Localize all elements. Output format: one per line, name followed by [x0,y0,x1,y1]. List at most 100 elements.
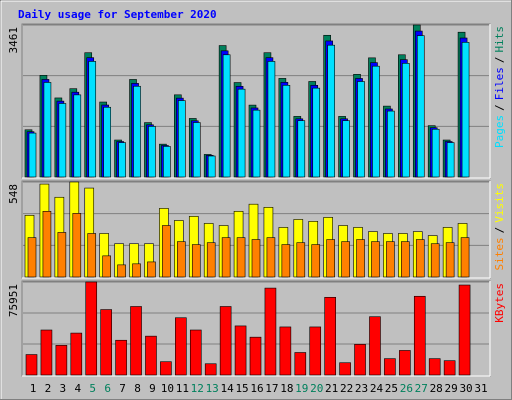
bar [85,281,98,376]
bar [132,263,141,278]
legend-separator: / [493,57,506,64]
bar [384,358,396,376]
bar [130,306,142,376]
bar [102,255,111,278]
bar [222,54,231,178]
bar [430,243,440,278]
bar [25,354,38,376]
bar [296,242,306,278]
x-tick-label: 27 [415,382,428,395]
bar [356,239,365,278]
bar [70,332,83,376]
legend-entry: Visits [493,183,506,223]
bar [237,88,246,178]
x-tick-label: 21 [325,382,338,395]
bar [324,296,336,376]
bar [249,336,262,376]
legend-entry: Hits [493,26,506,53]
bar [43,82,52,178]
bar [207,155,216,178]
x-tick-label: 18 [280,382,293,395]
chart-title: Daily usage for September 2020 [18,8,217,21]
x-tick-label: 4 [74,382,81,395]
bar [282,84,291,178]
x-tick-label: 13 [206,382,219,395]
y-tick-label: 3461 [7,27,20,54]
x-tick-label: 9 [149,382,156,395]
bar [341,241,350,278]
bar [267,61,276,178]
x-tick-label: 25 [385,382,398,395]
bar [103,106,111,178]
x-tick-label: 2 [45,382,52,395]
bar [100,309,112,376]
bar [266,237,276,278]
x-tick-label: 15 [235,382,248,395]
bar [175,317,187,376]
bar [72,213,82,278]
x-tick-label: 6 [104,382,111,395]
bar [162,225,171,278]
bar [297,120,306,178]
bar [147,261,156,278]
bar [40,329,53,376]
bar [428,358,441,376]
x-tick-label: 11 [176,382,189,395]
bar [294,352,307,376]
bar [369,316,381,376]
bar [387,110,395,178]
x-tick-label: 31 [474,382,487,395]
legend-separator: / [493,104,506,111]
bar [204,363,217,376]
bar [445,242,455,278]
bar [234,325,247,376]
legend-entry: Sites [493,237,506,270]
x-tick-label: 26 [400,382,413,395]
bar [461,42,470,178]
x-tick-label: 14 [221,382,235,395]
bar [163,146,171,178]
x-tick-label: 12 [191,382,204,395]
bar [236,237,246,278]
bar [148,126,156,178]
bar [371,241,380,278]
legend: Pages / Files / Hits [493,26,506,148]
bar [354,344,366,376]
bar [115,339,127,376]
bar [264,287,277,376]
bar [460,237,470,278]
bar [177,241,186,278]
x-tick-label: 30 [459,382,472,395]
x-tick-label: 3 [60,382,67,395]
bar [415,239,425,278]
x-tick-label: 1 [30,382,37,395]
bar [309,326,322,376]
bar [458,284,471,376]
bar [252,109,261,178]
bar [399,350,411,376]
bar [342,120,350,178]
y-tick-label: 75951 [7,284,20,317]
x-tick-label: 29 [445,382,458,395]
bar [327,44,335,178]
legend-entry: Pages [493,115,506,148]
bar [178,100,186,178]
bar [281,244,291,278]
bar [386,241,395,278]
bar [117,264,126,278]
bar [88,61,97,178]
y-tick-label: 548 [7,184,20,204]
bar [443,360,456,376]
bar [372,65,380,178]
x-tick-label: 8 [134,382,141,395]
bar [312,87,321,178]
bar [58,103,67,178]
x-tick-label: 7 [119,382,126,395]
bar [431,128,440,178]
x-tick-label: 16 [250,382,263,395]
bar [279,326,292,376]
bar [446,142,455,178]
bar [402,63,410,178]
x-tick-label: 17 [265,382,278,395]
